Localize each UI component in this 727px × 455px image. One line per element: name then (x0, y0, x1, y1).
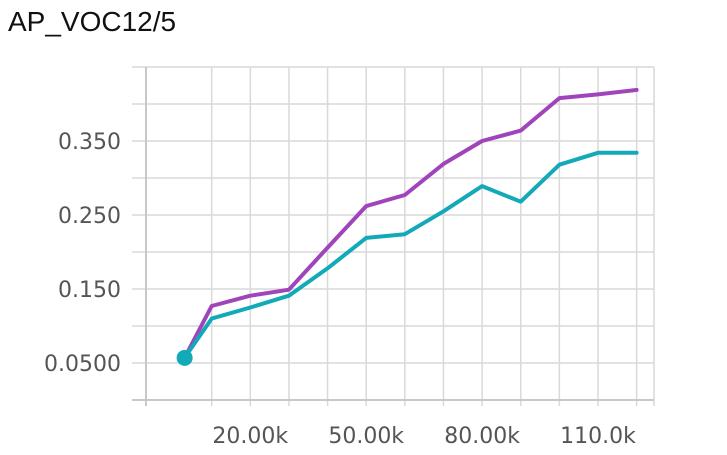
grid (132, 66, 655, 406)
x-axis-labels: 20.00k 50.00k 80.00k 110.0k (212, 424, 636, 449)
y-tick-label: 0.350 (58, 130, 121, 155)
x-tick-label: 80.00k (444, 424, 520, 449)
x-tick-label: 50.00k (328, 424, 404, 449)
x-tick-label: 110.0k (560, 424, 636, 449)
x-tick-label: 20.00k (212, 424, 288, 449)
series-lines (182, 87, 639, 360)
y-tick-label: 0.0500 (44, 352, 121, 377)
y-tick-label: 0.150 (58, 278, 121, 303)
chart-title: AP_VOC12/5 (8, 6, 177, 37)
series-line-1 (182, 87, 639, 360)
series-line-2 (182, 150, 639, 360)
axes (132, 67, 654, 406)
y-tick-label: 0.250 (58, 204, 121, 229)
markers (176, 349, 193, 366)
y-axis-labels: 0.0500 0.150 0.250 0.350 (44, 130, 121, 377)
series-marker (176, 349, 193, 366)
